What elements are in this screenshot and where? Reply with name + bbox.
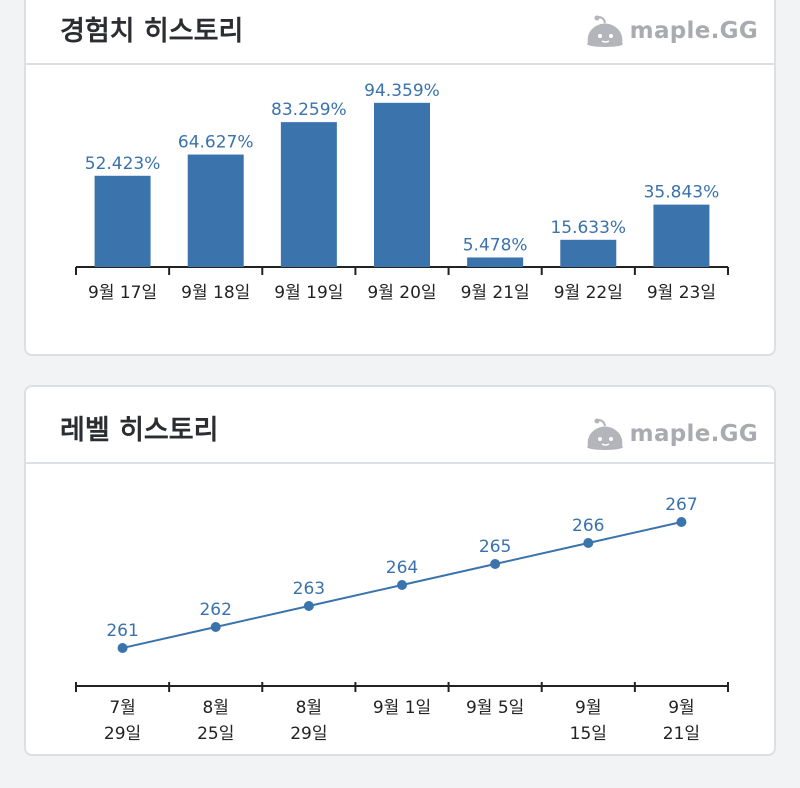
exp-bar-chart: 52.423% 9월 17일 64.627% 9월 18일 83.259% 9월 19일 9… xyxy=(75,81,729,303)
bar-value-label: 35.843% xyxy=(644,183,720,203)
bar-value-label: 5.478% xyxy=(463,235,528,255)
x-tick-label: 9월 18일 xyxy=(181,283,250,303)
x-tick-label: 9월 xyxy=(668,698,694,718)
bar-value-label: 52.423% xyxy=(85,154,161,174)
x-tick-label: 9월 23일 xyxy=(647,283,716,303)
point-value-label: 265 xyxy=(479,537,511,557)
brand-name: maple.GG xyxy=(629,421,758,447)
level-point xyxy=(117,643,128,653)
brand-watermark: maple.GG xyxy=(584,417,758,451)
x-tick-label: 8월 xyxy=(296,698,322,718)
point-value-label: 264 xyxy=(386,558,418,578)
x-tick-label: 15일 xyxy=(570,724,607,744)
exp-history-card: 경험치 히스토리 maple.GG 52.423% 9월 17일 64.627% 9월… xyxy=(24,0,776,356)
exp-history-title: 경험치 히스토리 xyxy=(60,16,244,47)
x-tick-label: 29일 xyxy=(104,724,141,744)
x-tick-label: 9월 xyxy=(575,698,601,718)
brand-watermark: maple.GG xyxy=(584,14,758,48)
bar xyxy=(280,122,337,268)
level-point xyxy=(210,622,221,632)
level-point xyxy=(397,580,407,590)
point-value-label: 261 xyxy=(106,621,138,641)
level-history-header: 레벨 히스토리 maple.GG xyxy=(26,387,774,464)
point-value-label: 267 xyxy=(665,495,697,515)
bar-value-label: 94.359% xyxy=(364,81,440,101)
level-history-title: 레벨 히스토리 xyxy=(60,415,219,446)
bar-value-label: 83.259% xyxy=(271,100,347,120)
bar-value-label: 64.627% xyxy=(178,133,254,153)
bar-value-label: 15.633% xyxy=(550,218,626,238)
level-history-card: 레벨 히스토리 maple.GG 261 7월 29일 262 8월 25일 263 8월 29… xyxy=(24,385,776,756)
level-point xyxy=(490,559,501,569)
level-point xyxy=(676,517,687,527)
x-tick-label: 9월 5일 xyxy=(466,698,524,718)
bar xyxy=(187,154,244,267)
x-tick-label: 9월 1일 xyxy=(373,698,431,718)
level-point xyxy=(303,601,314,611)
mushroom-slime-icon xyxy=(586,418,623,450)
bar xyxy=(467,257,524,267)
point-value-label: 266 xyxy=(572,516,604,536)
x-tick-label: 29일 xyxy=(290,724,327,744)
x-tick-label: 9월 19일 xyxy=(274,283,343,303)
bar xyxy=(560,239,617,267)
x-tick-label: 8월 xyxy=(202,698,228,718)
x-tick-label: 9월 22일 xyxy=(554,283,623,303)
exp-history-header: 경험치 히스토리 maple.GG xyxy=(26,0,774,65)
bar xyxy=(94,175,151,267)
x-tick-label: 25일 xyxy=(197,724,234,744)
level-line-chart: 261 7월 29일 262 8월 25일 263 8월 29일 264 9월 1일 265 9월 5일… xyxy=(75,495,729,744)
bar xyxy=(653,204,710,267)
bar xyxy=(374,102,430,267)
x-tick-label: 9월 20일 xyxy=(367,283,436,303)
x-tick-label: 9월 17일 xyxy=(88,283,157,303)
point-value-label: 263 xyxy=(293,579,325,599)
point-value-label: 262 xyxy=(199,600,231,620)
x-tick-label: 9월 21일 xyxy=(461,283,530,303)
x-tick-label: 21일 xyxy=(663,724,700,744)
x-tick-label: 7월 xyxy=(109,698,135,718)
mushroom-slime-icon xyxy=(586,15,623,47)
brand-name: maple.GG xyxy=(629,18,758,44)
level-point xyxy=(583,538,594,548)
